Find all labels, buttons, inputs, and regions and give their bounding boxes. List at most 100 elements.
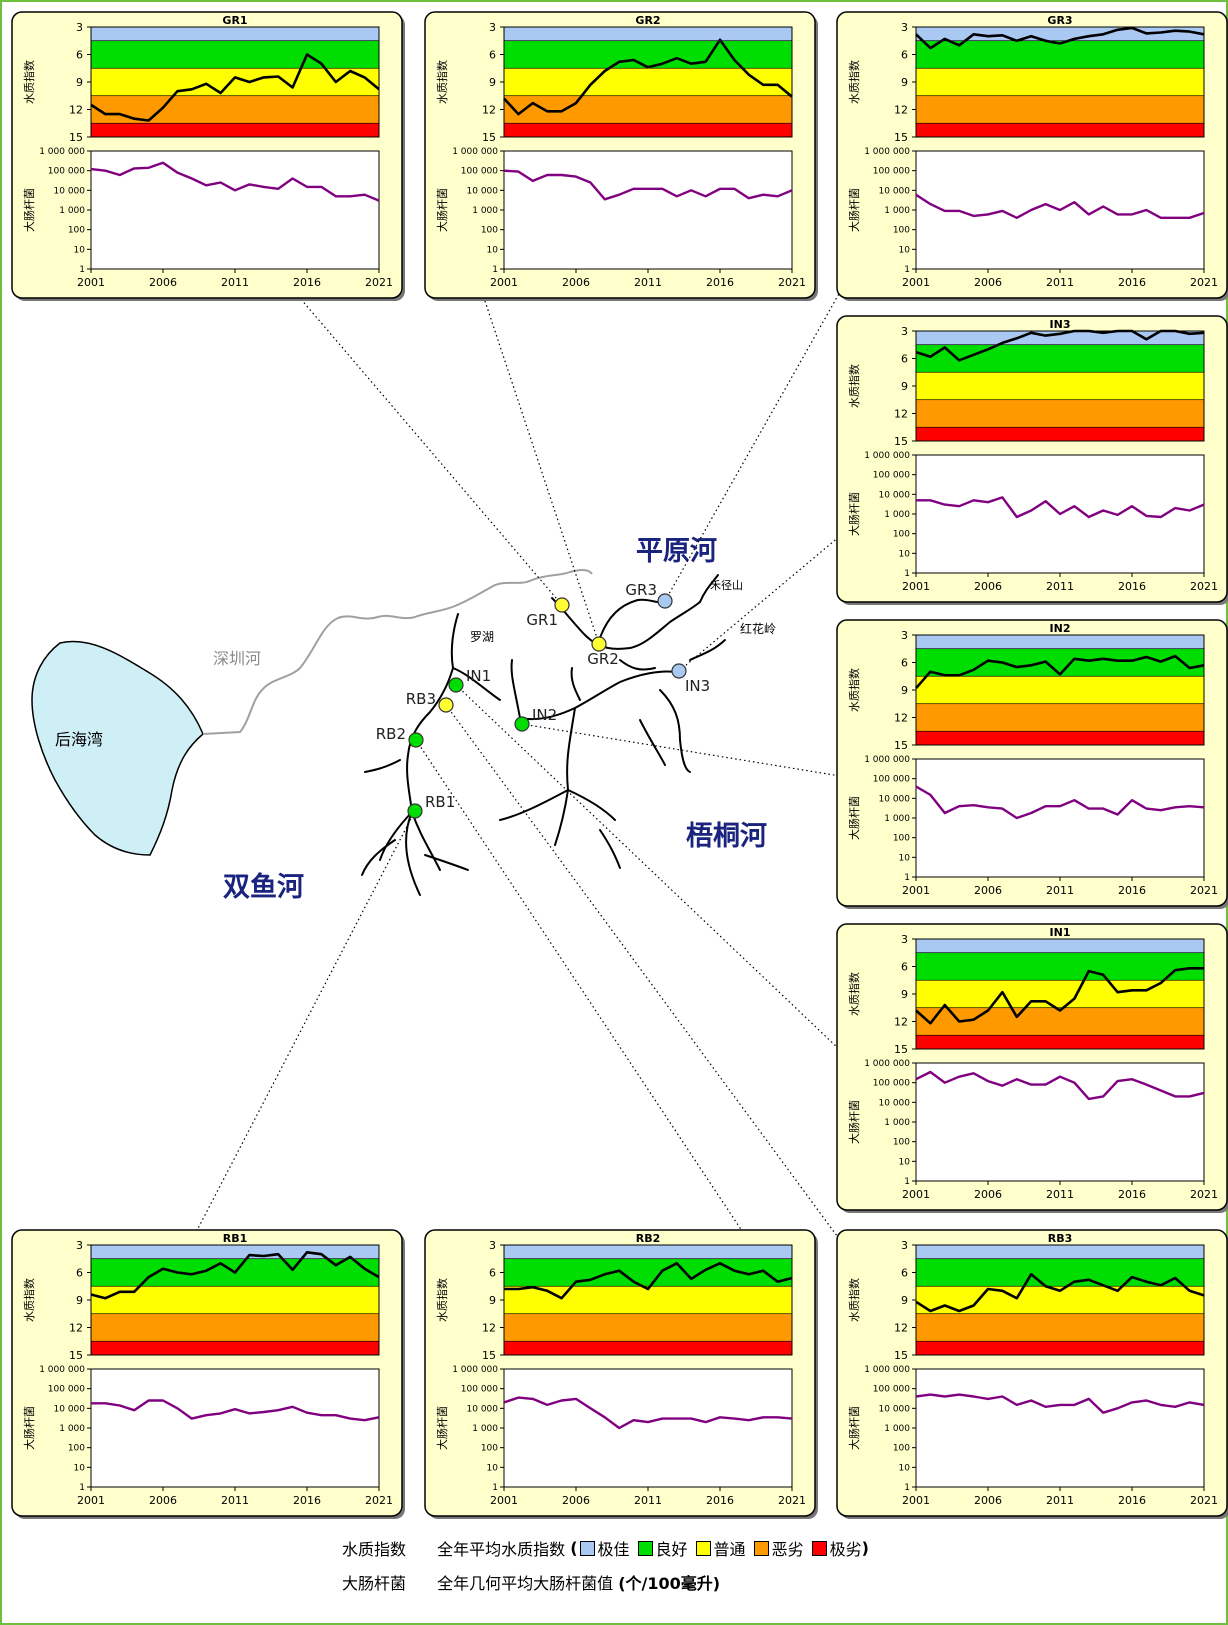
ecoli-tick-label: 10 000 xyxy=(467,1404,499,1414)
ecoli-tick-label: 1 000 000 xyxy=(864,147,910,157)
deep-bay-label: 后海湾 xyxy=(55,730,103,749)
x-tick-label: 2021 xyxy=(365,1494,393,1507)
band-good xyxy=(915,40,1205,69)
x-tick-label: 2001 xyxy=(77,276,105,289)
ecoli-series-line xyxy=(91,1399,380,1422)
panel-title: IN1 xyxy=(1050,926,1071,939)
ecoli-tick-label: 1 000 000 xyxy=(452,147,498,157)
ecoli-tick-label: 1 xyxy=(492,265,498,275)
ecoli-tick-label: 1 xyxy=(79,265,85,275)
legend-grade-excellent: 极佳 xyxy=(597,1540,630,1559)
panel-rb2: RB2 3 6 9 12 15 水质指数 1 10 100 1 000 10 000 100 000 1 … xyxy=(424,1229,818,1519)
ecoli-tick-label: 100 xyxy=(893,530,910,540)
panel-gr2: GR2 3 6 9 12 15 水质指数 1 10 100 1 000 10 000 100 000 1 … xyxy=(424,11,818,301)
legend-swatch-fair xyxy=(695,1540,711,1556)
ecoli-tick-label: 1 000 000 xyxy=(39,1365,85,1375)
station-label: GR3 xyxy=(625,581,657,599)
ecoli-plot-frame xyxy=(915,1062,1205,1182)
ecoli-tick-label: 10 000 xyxy=(54,186,86,196)
chart-panels: GR1 3 6 9 12 15 水质指数 1 10 100 1 000 10 000 100 000 1 … xyxy=(11,11,1228,1519)
station-marker xyxy=(657,593,673,609)
wqi-tick-label: 12 xyxy=(894,712,908,725)
x-tick-label: 2011 xyxy=(1046,580,1074,593)
wqi-axis-label: 水质指数 xyxy=(22,1278,36,1322)
x-tick-label: 2006 xyxy=(562,276,590,289)
ecoli-tick-label: 1 xyxy=(492,1483,498,1493)
wqi-tick-label: 15 xyxy=(482,131,496,144)
legend-wqi-row: 水质指数 全年平均水质指数 (极佳 良好 普通 恶劣 极劣) xyxy=(342,1536,869,1560)
station-marker xyxy=(514,716,530,732)
ecoli-tick-label: 1 000 xyxy=(884,510,910,520)
wqi-tick-label: 6 xyxy=(489,1267,496,1280)
station-label: IN2 xyxy=(532,706,557,724)
ecoli-tick-label: 1 xyxy=(904,569,910,579)
ecoli-tick-label: 100 xyxy=(893,1444,910,1454)
hung-fa-leng-label: 红花岭 xyxy=(740,621,776,636)
wqi-tick-label: 3 xyxy=(76,1239,83,1252)
leader-line-in1 xyxy=(455,684,841,1051)
band-excellent xyxy=(915,1244,1205,1260)
wqi-axis-label: 水质指数 xyxy=(435,1278,449,1322)
legend-ecoli-text: 全年几何平均大肠杆菌值 xyxy=(437,1574,614,1593)
ngtung-river-label: 梧桐河 xyxy=(686,821,767,852)
x-tick-label: 2016 xyxy=(293,1494,321,1507)
wqi-tick-label: 3 xyxy=(901,325,908,338)
x-tick-label: 2011 xyxy=(1046,884,1074,897)
wqi-tick-label: 9 xyxy=(901,380,908,393)
band-fair xyxy=(90,67,380,97)
ecoli-axis-label: 大肠杆菌 xyxy=(847,188,861,232)
ecoli-axis-label: 大肠杆菌 xyxy=(847,1100,861,1144)
station-gr3: GR3 xyxy=(625,581,673,609)
legend-open-paren: ( xyxy=(570,1538,578,1558)
ecoli-tick-label: 10 xyxy=(487,245,499,255)
ecoli-series-line xyxy=(503,169,793,201)
x-tick-label: 2006 xyxy=(974,276,1002,289)
wqi-tick-label: 15 xyxy=(69,131,83,144)
band-bad xyxy=(915,95,1205,124)
legend-close-paren: ) xyxy=(861,1538,869,1558)
x-tick-label: 2001 xyxy=(490,1494,518,1507)
shenzhen-river-line xyxy=(202,569,593,735)
x-tick-label: 2006 xyxy=(562,1494,590,1507)
legend-wqi-label: 水质指数 xyxy=(342,1540,407,1559)
band-good xyxy=(503,40,793,69)
wqi-tick-label: 9 xyxy=(489,76,496,89)
ecoli-plot-frame xyxy=(503,1368,793,1488)
band-excellent xyxy=(90,1244,380,1260)
ecoli-series-line xyxy=(916,496,1205,519)
station-marker xyxy=(408,732,424,748)
panel-title: IN2 xyxy=(1050,622,1071,635)
ecoli-tick-label: 100 000 xyxy=(873,1079,910,1089)
wqi-tick-label: 6 xyxy=(76,1267,83,1280)
x-tick-label: 2001 xyxy=(902,1494,930,1507)
ecoli-series-line xyxy=(915,193,1205,220)
legend-swatch-very-bad xyxy=(811,1540,827,1556)
ecoli-tick-label: 1 xyxy=(904,873,910,883)
wqi-tick-label: 9 xyxy=(76,76,83,89)
x-tick-label: 2011 xyxy=(221,276,249,289)
ecoli-tick-label: 10 000 xyxy=(879,1404,911,1414)
x-tick-label: 2011 xyxy=(1046,1494,1074,1507)
x-tick-label: 2011 xyxy=(1046,1188,1074,1201)
ecoli-axis-label: 大肠杆菌 xyxy=(435,188,449,232)
ecoli-tick-label: 100 000 xyxy=(461,167,498,177)
ecoli-series-line xyxy=(915,785,1205,820)
band-very-bad xyxy=(90,1340,380,1356)
ecoli-tick-label: 10 xyxy=(899,1463,911,1473)
wqi-tick-label: 15 xyxy=(894,1043,908,1056)
ecoli-tick-label: 1 000 000 xyxy=(864,1365,910,1375)
wqi-tick-label: 15 xyxy=(894,131,908,144)
band-fair xyxy=(90,1285,380,1315)
station-label: GR2 xyxy=(587,650,619,668)
ecoli-tick-label: 100 xyxy=(481,1444,498,1454)
wqi-tick-label: 3 xyxy=(901,21,908,34)
x-tick-label: 2016 xyxy=(1118,884,1146,897)
ecoli-tick-label: 1 000 000 xyxy=(452,1365,498,1375)
wqi-tick-label: 6 xyxy=(489,49,496,62)
band-very-bad xyxy=(503,1340,793,1356)
panel-rb1: RB1 3 6 9 12 15 水质指数 1 10 100 1 000 10 000 100 000 1 … xyxy=(11,1229,405,1519)
pingyuan-river-label: 平原河 xyxy=(636,536,717,567)
x-tick-label: 2006 xyxy=(149,1494,177,1507)
ecoli-plot-frame xyxy=(915,758,1205,878)
band-good xyxy=(915,648,1205,677)
